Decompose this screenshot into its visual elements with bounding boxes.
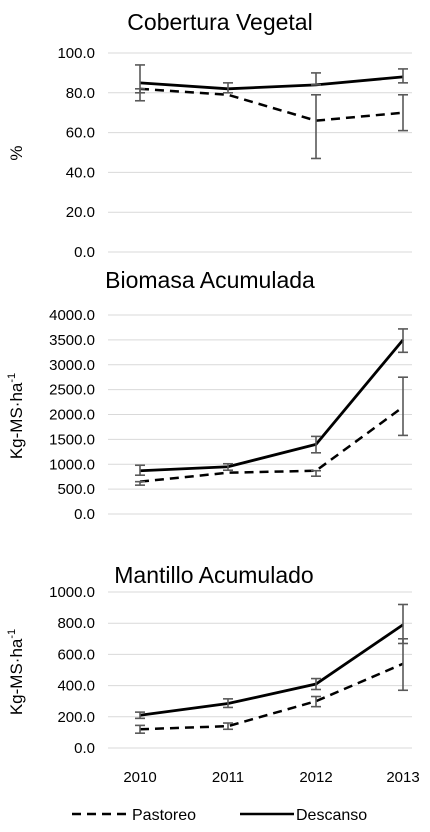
panel-biomasa-acumulada: Biomasa Acumulada 4000.0 3500.0 3000.0 2500.…	[6, 267, 412, 523]
series-line-descanso	[139, 338, 405, 473]
panel-mantillo-acumulado: Mantillo Acumulado 1000.0 800.0 600.0 400.0 2…	[6, 562, 412, 757]
series-line-descanso	[139, 75, 404, 91]
chart-title: Biomasa Acumulada	[105, 267, 315, 293]
chart-title: Mantillo Acumulado	[114, 562, 313, 588]
legend: Pastoreo Descanso	[72, 807, 367, 824]
y-tick-label: 400.0	[57, 678, 95, 695]
y-tick-label: 20.0	[66, 204, 95, 221]
error-bar-descanso	[398, 603, 408, 645]
error-bar-descanso	[223, 82, 233, 94]
series-line-pastoreo	[139, 662, 404, 731]
y-tick-label: 500.0	[57, 481, 95, 498]
y-axis-label: Kg-MS·ha-1	[6, 629, 26, 715]
error-bar-descanso	[311, 677, 321, 691]
chart-panels: Cobertura Vegetal 100.0 80.0 60.0 40.0 20.0 0.…	[6, 9, 412, 757]
error-bar-descanso	[311, 72, 321, 86]
y-tick-label: 0.0	[74, 244, 95, 261]
y-tick-label: 2500.0	[49, 382, 95, 399]
y-tick-label: 60.0	[66, 125, 95, 142]
error-bar-descanso	[311, 435, 321, 454]
y-tick-label: 200.0	[57, 709, 95, 726]
chart-title: Cobertura Vegetal	[127, 9, 312, 35]
x-tick-label: 2010	[123, 769, 156, 786]
y-axis-label: Kg-MS·ha-1	[6, 373, 26, 459]
error-bar-pastoreo	[311, 93, 321, 160]
y-tick-label: 1500.0	[49, 431, 95, 448]
error-bar-pastoreo	[398, 93, 408, 132]
error-bar-pastoreo	[135, 724, 145, 734]
error-bar-descanso	[398, 328, 408, 354]
y-tick-label: 0.0	[74, 506, 95, 523]
y-tick-label: 2000.0	[49, 407, 95, 424]
y-tick-label: 1000.0	[49, 584, 95, 601]
error-bar-pastoreo	[135, 480, 145, 486]
y-tick-label: 4000.0	[49, 307, 95, 324]
series-line-pastoreo	[139, 406, 404, 483]
y-tick-label: 80.0	[66, 85, 95, 102]
y-tick-label: 1000.0	[49, 456, 95, 473]
error-bar-pastoreo	[311, 469, 321, 477]
error-bar-descanso	[135, 464, 145, 476]
y-tick-label: 3500.0	[49, 332, 95, 349]
legend-label-pastoreo: Pastoreo	[132, 807, 196, 824]
shared-x-axis: 2010 2011 2012 2013	[123, 769, 419, 786]
error-bar-descanso	[135, 711, 145, 720]
error-bar-descanso	[223, 462, 233, 472]
y-tick-label: 40.0	[66, 164, 95, 181]
error-bar-descanso	[223, 698, 233, 709]
error-bar-pastoreo	[311, 695, 321, 708]
panel-cobertura-vegetal: Cobertura Vegetal 100.0 80.0 60.0 40.0 20.0 0.…	[7, 9, 412, 261]
error-bar-pastoreo	[223, 722, 233, 731]
error-bar-descanso	[398, 68, 408, 84]
x-tick-label: 2011	[212, 769, 244, 786]
y-axis-label-superscript: -1	[6, 373, 18, 383]
legend-label-descanso: Descanso	[296, 807, 367, 824]
error-bar-pastoreo	[398, 376, 408, 437]
y-tick-label: 0.0	[74, 740, 95, 757]
y-tick-label: 3000.0	[49, 357, 95, 374]
y-tick-label: 100.0	[57, 45, 95, 62]
y-axis-label: %	[7, 145, 26, 160]
x-tick-label: 2012	[299, 769, 332, 786]
x-tick-label: 2013	[386, 769, 419, 786]
error-bar-descanso	[135, 64, 145, 94]
series-line-descanso	[139, 623, 404, 717]
y-tick-label: 800.0	[57, 615, 95, 632]
y-tick-label: 600.0	[57, 646, 95, 663]
y-axis-label-superscript: -1	[6, 629, 18, 639]
